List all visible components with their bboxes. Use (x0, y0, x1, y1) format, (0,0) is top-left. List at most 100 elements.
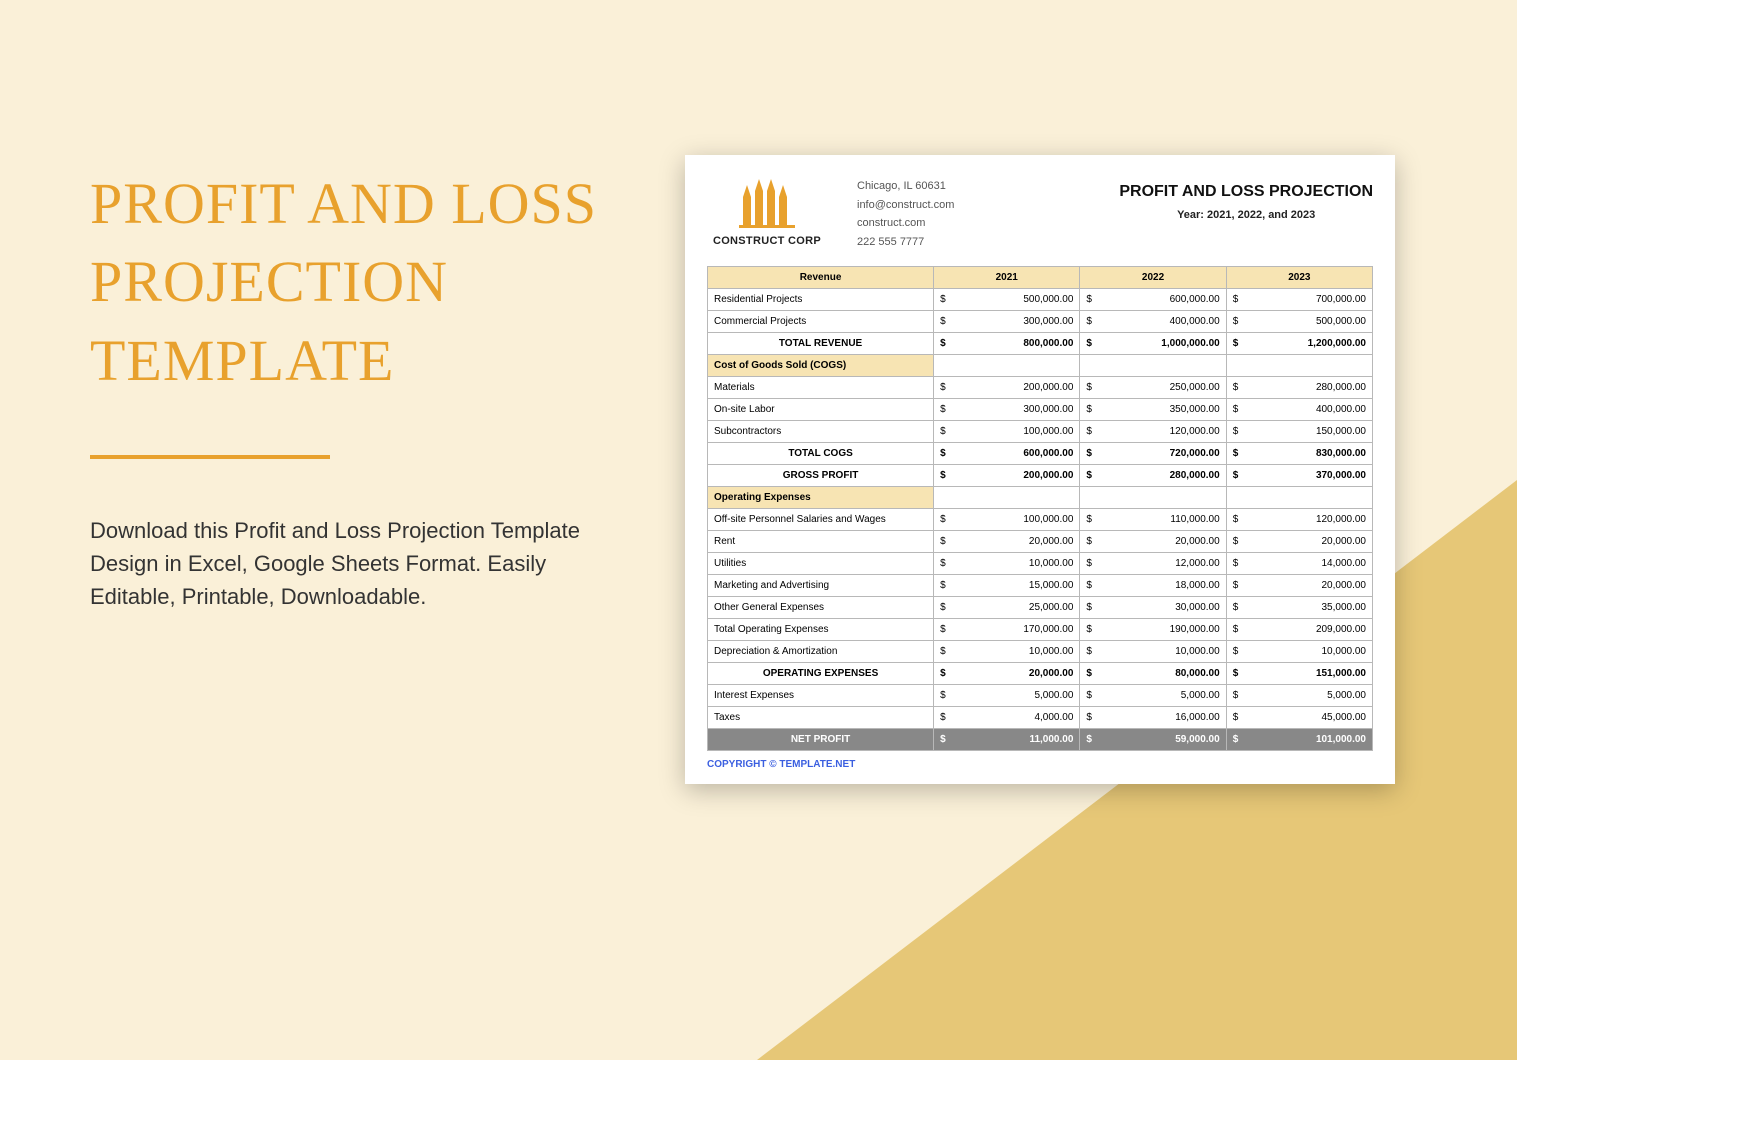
empty-cell (934, 486, 1080, 508)
row-label: Depreciation & Amortization (708, 640, 934, 662)
table-row: Interest Expenses5,000.005,000.005,000.0… (708, 684, 1373, 706)
value-cell: 20,000.00 (1226, 574, 1372, 596)
row-label: Taxes (708, 706, 934, 728)
value-cell: 300,000.00 (934, 398, 1080, 420)
empty-cell (1080, 354, 1226, 376)
value-cell: 150,000.00 (1226, 420, 1372, 442)
value-cell: 45,000.00 (1226, 706, 1372, 728)
section-header-label: Cost of Goods Sold (COGS) (708, 354, 934, 376)
row-label: Subcontractors (708, 420, 934, 442)
row-label: OPERATING EXPENSES (708, 662, 934, 684)
description-text: Download this Profit and Loss Projection… (90, 514, 620, 613)
value-cell: 80,000.00 (1080, 662, 1226, 684)
value-cell: 190,000.00 (1080, 618, 1226, 640)
section-header-row: Cost of Goods Sold (COGS) (708, 354, 1373, 376)
value-cell: 151,000.00 (1226, 662, 1372, 684)
value-cell: 10,000.00 (1080, 640, 1226, 662)
value-cell: 280,000.00 (1080, 464, 1226, 486)
value-cell: 700,000.00 (1226, 288, 1372, 310)
table-row: NET PROFIT11,000.0059,000.00101,000.00 (708, 728, 1373, 750)
contact-phone: 222 555 7777 (857, 233, 954, 252)
row-label: NET PROFIT (708, 728, 934, 750)
value-cell: 10,000.00 (934, 640, 1080, 662)
table-row: OPERATING EXPENSES20,000.0080,000.00151,… (708, 662, 1373, 684)
value-cell: 4,000.00 (934, 706, 1080, 728)
table-row: On-site Labor300,000.00350,000.00400,000… (708, 398, 1373, 420)
row-label: Total Operating Expenses (708, 618, 934, 640)
value-cell: 25,000.00 (934, 596, 1080, 618)
row-label: Other General Expenses (708, 596, 934, 618)
empty-cell (934, 354, 1080, 376)
title-line-1: PROFIT AND LOSS (90, 171, 597, 236)
company-name: CONSTRUCT CORP (713, 235, 821, 247)
contact-website: construct.com (857, 214, 954, 233)
value-cell: 20,000.00 (934, 662, 1080, 684)
left-panel: PROFIT AND LOSS PROJECTION TEMPLATE Down… (90, 165, 620, 613)
table-row: Subcontractors100,000.00120,000.00150,00… (708, 420, 1373, 442)
value-cell: 209,000.00 (1226, 618, 1372, 640)
value-cell: 1,000,000.00 (1080, 332, 1226, 354)
table-row: Commercial Projects300,000.00400,000.005… (708, 310, 1373, 332)
row-label: Rent (708, 530, 934, 552)
value-cell: 18,000.00 (1080, 574, 1226, 596)
value-cell: 500,000.00 (934, 288, 1080, 310)
value-cell: 30,000.00 (1080, 596, 1226, 618)
table-row: Total Operating Expenses170,000.00190,00… (708, 618, 1373, 640)
value-cell: 800,000.00 (934, 332, 1080, 354)
value-cell: 20,000.00 (934, 530, 1080, 552)
value-cell: 400,000.00 (1226, 398, 1372, 420)
value-cell: 5,000.00 (934, 684, 1080, 706)
table-row: Off-site Personnel Salaries and Wages100… (708, 508, 1373, 530)
value-cell: 400,000.00 (1080, 310, 1226, 332)
table-row: Rent20,000.0020,000.0020,000.00 (708, 530, 1373, 552)
empty-cell (1226, 354, 1372, 376)
row-label: Utilities (708, 552, 934, 574)
table-row: GROSS PROFIT200,000.00280,000.00370,000.… (708, 464, 1373, 486)
header-year-2022: 2022 (1080, 266, 1226, 288)
table-row: Marketing and Advertising15,000.0018,000… (708, 574, 1373, 596)
row-label: On-site Labor (708, 398, 934, 420)
value-cell: 5,000.00 (1080, 684, 1226, 706)
contact-address: Chicago, IL 60631 (857, 177, 954, 196)
value-cell: 15,000.00 (934, 574, 1080, 596)
value-cell: 600,000.00 (934, 442, 1080, 464)
table-row: Taxes4,000.0016,000.0045,000.00 (708, 706, 1373, 728)
value-cell: 10,000.00 (934, 552, 1080, 574)
value-cell: 5,000.00 (1226, 684, 1372, 706)
table-row: Other General Expenses25,000.0030,000.00… (708, 596, 1373, 618)
value-cell: 100,000.00 (934, 508, 1080, 530)
copyright-text: COPYRIGHT © TEMPLATE.NET (707, 759, 1373, 770)
value-cell: 35,000.00 (1226, 596, 1372, 618)
value-cell: 830,000.00 (1226, 442, 1372, 464)
value-cell: 12,000.00 (1080, 552, 1226, 574)
contact-block: Chicago, IL 60631 info@construct.com con… (857, 177, 954, 252)
row-label: TOTAL COGS (708, 442, 934, 464)
value-cell: 20,000.00 (1080, 530, 1226, 552)
value-cell: 101,000.00 (1226, 728, 1372, 750)
value-cell: 600,000.00 (1080, 288, 1226, 310)
value-cell: 14,000.00 (1226, 552, 1372, 574)
row-label: Commercial Projects (708, 310, 934, 332)
pnl-table: Revenue 2021 2022 2023 Residential Proje… (707, 266, 1373, 751)
table-row: Depreciation & Amortization10,000.0010,0… (708, 640, 1373, 662)
value-cell: 59,000.00 (1080, 728, 1226, 750)
doc-subtitle: Year: 2021, 2022, and 2023 (1119, 209, 1373, 221)
section-header-row: Operating Expenses (708, 486, 1373, 508)
value-cell: 200,000.00 (934, 464, 1080, 486)
spreadsheet-preview: CONSTRUCT CORP Chicago, IL 60631 info@co… (685, 155, 1395, 784)
value-cell: 250,000.00 (1080, 376, 1226, 398)
page-title: PROFIT AND LOSS PROJECTION TEMPLATE (90, 165, 620, 400)
value-cell: 20,000.00 (1226, 530, 1372, 552)
value-cell: 120,000.00 (1080, 420, 1226, 442)
value-cell: 110,000.00 (1080, 508, 1226, 530)
value-cell: 280,000.00 (1226, 376, 1372, 398)
empty-cell (1226, 486, 1372, 508)
value-cell: 120,000.00 (1226, 508, 1372, 530)
doc-title-block: PROFIT AND LOSS PROJECTION Year: 2021, 2… (1119, 177, 1373, 221)
row-label: Interest Expenses (708, 684, 934, 706)
value-cell: 10,000.00 (1226, 640, 1372, 662)
title-divider (90, 455, 330, 459)
template-canvas: PROFIT AND LOSS PROJECTION TEMPLATE Down… (0, 0, 1517, 1060)
value-cell: 11,000.00 (934, 728, 1080, 750)
value-cell: 100,000.00 (934, 420, 1080, 442)
